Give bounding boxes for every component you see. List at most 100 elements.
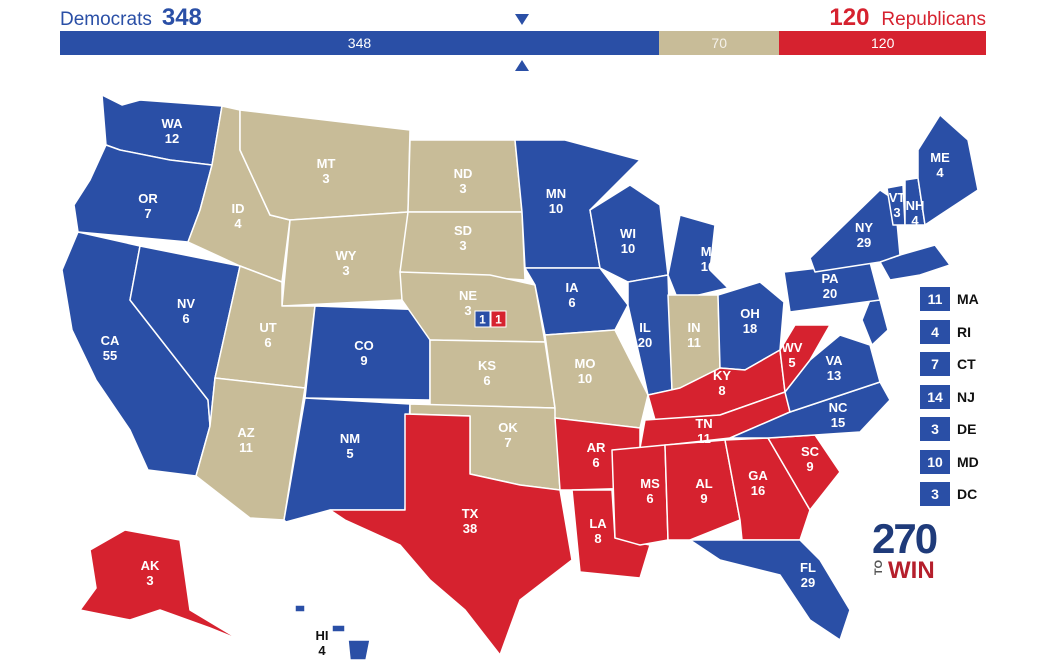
state-ev-nd: 3 bbox=[459, 181, 466, 196]
state-label-tx: TX bbox=[462, 506, 479, 521]
small-state-abbr: RI bbox=[957, 323, 971, 340]
state-wv[interactable] bbox=[779, 324, 831, 393]
small-state-abbr: DC bbox=[957, 486, 978, 502]
state-label-wi: WI bbox=[620, 226, 636, 241]
state-label-id: ID bbox=[232, 201, 245, 216]
state-label-ar: AR bbox=[587, 440, 606, 455]
state-label-ky: KY bbox=[713, 368, 731, 383]
state-ev-in: 11 bbox=[687, 335, 701, 350]
state-label-sc: SC bbox=[801, 444, 820, 459]
state-ev-tx: 38 bbox=[463, 521, 477, 536]
state-ms[interactable] bbox=[611, 444, 669, 546]
state-ev-wv: 5 bbox=[788, 355, 795, 370]
state-label-fl: FL bbox=[800, 560, 816, 575]
state-ev-or: 7 bbox=[144, 206, 151, 221]
state-ev-id: 4 bbox=[234, 216, 242, 231]
nebraska-district-value: 1 bbox=[479, 313, 486, 327]
state-ev-oh: 18 bbox=[743, 321, 757, 336]
democrats-label: Democrats bbox=[60, 9, 152, 30]
state-sd[interactable] bbox=[399, 211, 526, 281]
nebraska-district-box[interactable] bbox=[490, 310, 507, 328]
state-ev-pa: 20 bbox=[823, 286, 837, 301]
state-ev-nv: 6 bbox=[182, 311, 189, 326]
state-ev-sc: 9 bbox=[806, 459, 813, 474]
small-state-ma[interactable]: 11 MA bbox=[920, 287, 979, 311]
state-label-mo: MO bbox=[575, 356, 596, 371]
state-la[interactable] bbox=[571, 489, 651, 579]
state-ev-ak: 3 bbox=[146, 573, 153, 588]
dem-bar-segment: 348 bbox=[60, 31, 659, 55]
state-label-ca: CA bbox=[101, 333, 120, 348]
small-state-ri[interactable]: 4 RI bbox=[920, 319, 971, 344]
state-ev-nh: 4 bbox=[911, 213, 919, 228]
270-marker-up-icon bbox=[515, 60, 529, 71]
small-state-dc[interactable]: 3 DC bbox=[920, 482, 977, 506]
state-ev-me: 4 bbox=[936, 165, 944, 180]
state-hi[interactable] bbox=[294, 604, 371, 661]
state-ev-ut: 6 bbox=[264, 335, 271, 350]
state-ev-mt: 3 bbox=[322, 171, 329, 186]
state-mo[interactable] bbox=[544, 329, 649, 429]
state-ev-ky: 8 bbox=[718, 383, 725, 398]
small-state-ev: 4 bbox=[920, 319, 950, 344]
state-ev-wi: 10 bbox=[621, 241, 635, 256]
state-tx[interactable] bbox=[329, 413, 573, 656]
state-ak[interactable] bbox=[79, 529, 241, 641]
state-nc[interactable] bbox=[729, 381, 891, 439]
state-ev-ia: 6 bbox=[568, 295, 575, 310]
state-label-il: IL bbox=[639, 320, 651, 335]
state-ev-ok: 7 bbox=[504, 435, 511, 450]
nebraska-district-value: 1 bbox=[495, 313, 502, 327]
small-state-abbr: MD bbox=[957, 453, 979, 470]
state-ev-tn: 11 bbox=[697, 431, 711, 446]
state-me[interactable] bbox=[917, 114, 979, 226]
state-ev-al: 9 bbox=[700, 491, 707, 506]
state-label-nv: NV bbox=[177, 296, 195, 311]
state-ev-ms: 6 bbox=[646, 491, 653, 506]
logo-to: TO bbox=[873, 560, 885, 576]
state-ev-la: 8 bbox=[594, 531, 601, 546]
small-state-ct[interactable]: 7 CT bbox=[920, 352, 976, 376]
state-ev-fl: 29 bbox=[801, 575, 815, 590]
small-state-md[interactable]: 10 MD bbox=[920, 449, 979, 474]
state-ev-vt: 3 bbox=[893, 205, 900, 220]
state-mi[interactable] bbox=[667, 214, 729, 301]
state-fl[interactable] bbox=[689, 539, 851, 641]
state-label-la: LA bbox=[589, 516, 607, 531]
small-state-ev: 11 bbox=[920, 287, 950, 311]
tossup-bar-segment: 70 bbox=[658, 31, 780, 55]
state-ev-nc: 15 bbox=[831, 415, 845, 430]
logo-number: 270 bbox=[872, 515, 938, 562]
state-label-ga: GA bbox=[748, 468, 768, 483]
state-label-va: VA bbox=[825, 353, 843, 368]
state-label-ks: KS bbox=[478, 358, 496, 373]
state-ks[interactable] bbox=[429, 339, 556, 409]
small-state-de[interactable]: 3 DE bbox=[920, 417, 976, 441]
nebraska-district-box[interactable] bbox=[474, 310, 491, 328]
state-label-nc: NC bbox=[829, 400, 848, 415]
state-label-nm: NM bbox=[340, 431, 360, 446]
state-label-oh: OH bbox=[740, 306, 760, 321]
small-state-nj[interactable]: 14 NJ bbox=[920, 384, 975, 409]
small-state-ev: 3 bbox=[920, 417, 950, 441]
republicans-header: 120 Republicans bbox=[829, 4, 986, 31]
state-az[interactable] bbox=[195, 377, 306, 521]
state-ev-ny: 29 bbox=[857, 235, 871, 250]
democrats-header: Democrats 348 bbox=[60, 4, 202, 31]
republicans-label: Republicans bbox=[881, 9, 986, 30]
state-label-me: ME bbox=[930, 150, 950, 165]
state-ev-co: 9 bbox=[360, 353, 367, 368]
state-label-ut: UT bbox=[259, 320, 276, 335]
state-ev-mo: 10 bbox=[578, 371, 592, 386]
state-label-or: OR bbox=[138, 191, 158, 206]
state-ev-mi: 16 bbox=[701, 259, 715, 274]
state-label-wv: WV bbox=[782, 340, 803, 355]
state-label-nd: ND bbox=[454, 166, 473, 181]
state-label-ms: MS bbox=[640, 476, 660, 491]
state-label-vt: VT bbox=[889, 190, 906, 205]
state-ny[interactable] bbox=[809, 189, 901, 273]
state-al[interactable] bbox=[664, 439, 741, 541]
state-label-ak: AK bbox=[141, 558, 160, 573]
state-label-az: AZ bbox=[237, 425, 254, 440]
